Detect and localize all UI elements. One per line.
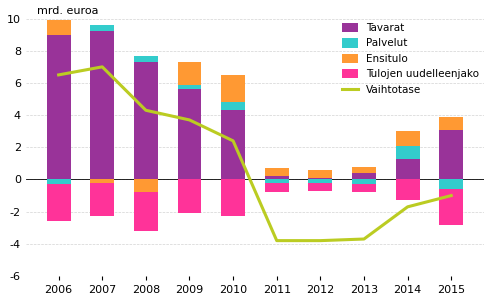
- Bar: [439, 130, 463, 179]
- Bar: [221, 110, 245, 179]
- Bar: [134, 56, 158, 62]
- Bar: [178, 85, 201, 89]
- Bar: [308, 183, 332, 191]
- Bar: [47, 184, 71, 221]
- Bar: [396, 159, 420, 179]
- Bar: [308, 178, 332, 179]
- Vaihtotase: [143, 108, 149, 112]
- Bar: [47, 20, 71, 35]
- Bar: [90, 179, 114, 183]
- Bar: [265, 168, 289, 176]
- Bar: [265, 183, 289, 192]
- Vaihtotase: [99, 65, 105, 69]
- Bar: [178, 62, 201, 85]
- Bar: [352, 184, 376, 192]
- Bar: [396, 179, 420, 201]
- Legend: Tavarat, Palvelut, Ensitulo, Tulojen uudelleenjako, Vaihtotase: Tavarat, Palvelut, Ensitulo, Tulojen uud…: [338, 19, 484, 99]
- Bar: [90, 25, 114, 31]
- Bar: [134, 179, 158, 192]
- Bar: [439, 179, 463, 189]
- Vaihtotase: [187, 118, 192, 122]
- Line: Vaihtotase: Vaihtotase: [58, 67, 451, 241]
- Vaihtotase: [55, 73, 61, 77]
- Bar: [221, 75, 245, 102]
- Bar: [47, 35, 71, 179]
- Vaihtotase: [230, 139, 236, 143]
- Vaihtotase: [274, 239, 280, 243]
- Bar: [178, 89, 201, 179]
- Bar: [308, 170, 332, 178]
- Bar: [352, 173, 376, 179]
- Bar: [134, 62, 158, 179]
- Bar: [308, 179, 332, 183]
- Vaihtotase: [448, 194, 454, 198]
- Bar: [90, 183, 114, 217]
- Bar: [265, 176, 289, 179]
- Bar: [47, 179, 71, 184]
- Bar: [221, 102, 245, 110]
- Bar: [134, 192, 158, 231]
- Bar: [178, 179, 201, 213]
- Bar: [265, 179, 289, 183]
- Bar: [439, 189, 463, 224]
- Bar: [396, 146, 420, 159]
- Bar: [90, 31, 114, 179]
- Vaihtotase: [361, 237, 367, 241]
- Bar: [439, 117, 463, 130]
- Bar: [352, 167, 376, 173]
- Vaihtotase: [405, 205, 410, 209]
- Vaihtotase: [317, 239, 323, 243]
- Bar: [352, 179, 376, 184]
- Text: mrd. euroa: mrd. euroa: [37, 6, 98, 16]
- Bar: [221, 179, 245, 217]
- Bar: [396, 131, 420, 146]
